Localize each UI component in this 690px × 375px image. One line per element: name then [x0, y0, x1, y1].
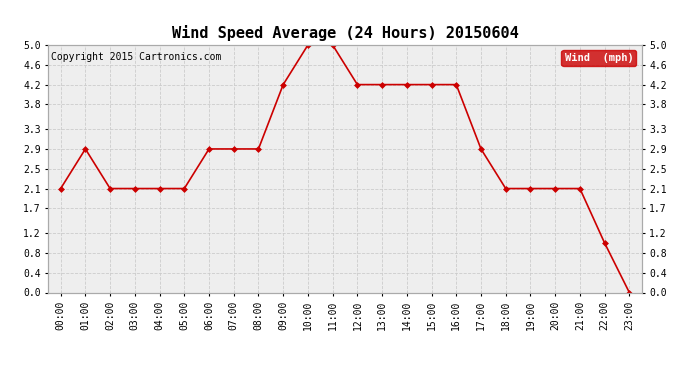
Title: Wind Speed Average (24 Hours) 20150604: Wind Speed Average (24 Hours) 20150604: [172, 25, 518, 41]
Legend: Wind  (mph): Wind (mph): [562, 50, 636, 66]
Text: Copyright 2015 Cartronics.com: Copyright 2015 Cartronics.com: [51, 53, 221, 62]
